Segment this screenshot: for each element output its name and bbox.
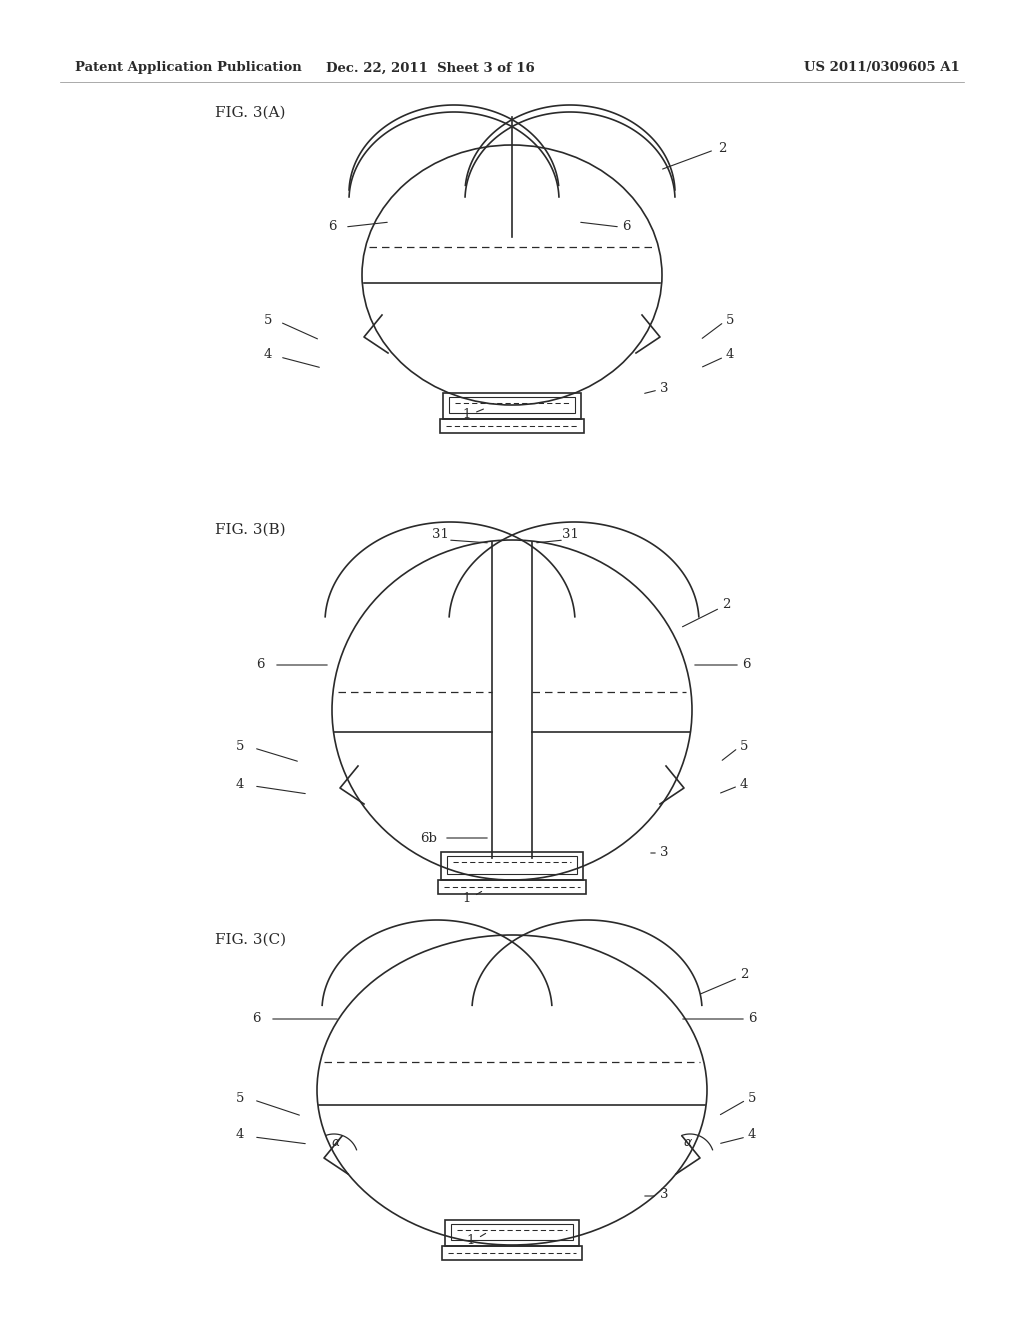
Text: 2: 2 [722,598,730,611]
Text: 1: 1 [462,408,470,421]
Text: 3: 3 [660,381,669,395]
Text: 31: 31 [561,528,579,541]
Text: 4: 4 [236,1129,245,1142]
Text: 5: 5 [748,1092,757,1105]
Text: 6: 6 [742,657,751,671]
Text: 2: 2 [740,969,749,982]
Text: 1: 1 [462,891,470,904]
Text: 5: 5 [236,1092,245,1105]
Bar [443,393,581,418]
Text: 4: 4 [264,348,272,362]
Bar [449,397,575,413]
Text: Dec. 22, 2011  Sheet 3 of 16: Dec. 22, 2011 Sheet 3 of 16 [326,62,535,74]
Text: 4: 4 [236,777,245,791]
Bar [441,851,583,880]
Bar [451,1224,573,1239]
Text: 5: 5 [740,739,749,752]
Bar [440,418,584,433]
Bar [438,880,586,894]
Text: 6: 6 [748,1011,757,1024]
Bar [442,1246,582,1261]
Text: 5: 5 [726,314,734,326]
Text: 3: 3 [660,846,669,858]
Text: US 2011/0309605 A1: US 2011/0309605 A1 [804,62,961,74]
Text: 2: 2 [718,141,726,154]
Text: 6: 6 [622,219,631,232]
Text: 6: 6 [256,657,264,671]
Text: 4: 4 [748,1129,757,1142]
Text: 6: 6 [252,1011,260,1024]
Text: $\alpha$: $\alpha$ [331,1135,341,1148]
Text: Patent Application Publication: Patent Application Publication [75,62,302,74]
Text: 5: 5 [264,314,272,326]
Text: 5: 5 [236,739,245,752]
Text: 4: 4 [726,348,734,362]
Text: 6b: 6b [420,832,437,845]
Text: FIG. 3(B): FIG. 3(B) [215,523,286,537]
Text: 31: 31 [431,528,449,541]
Bar [445,1220,579,1246]
Text: 4: 4 [740,777,749,791]
Text: $\alpha$: $\alpha$ [683,1135,693,1148]
Bar [447,855,577,874]
Text: 6: 6 [328,219,337,232]
Text: 1: 1 [466,1233,474,1246]
Text: 3: 3 [660,1188,669,1201]
Text: FIG. 3(A): FIG. 3(A) [215,106,286,120]
Text: FIG. 3(C): FIG. 3(C) [215,933,286,946]
